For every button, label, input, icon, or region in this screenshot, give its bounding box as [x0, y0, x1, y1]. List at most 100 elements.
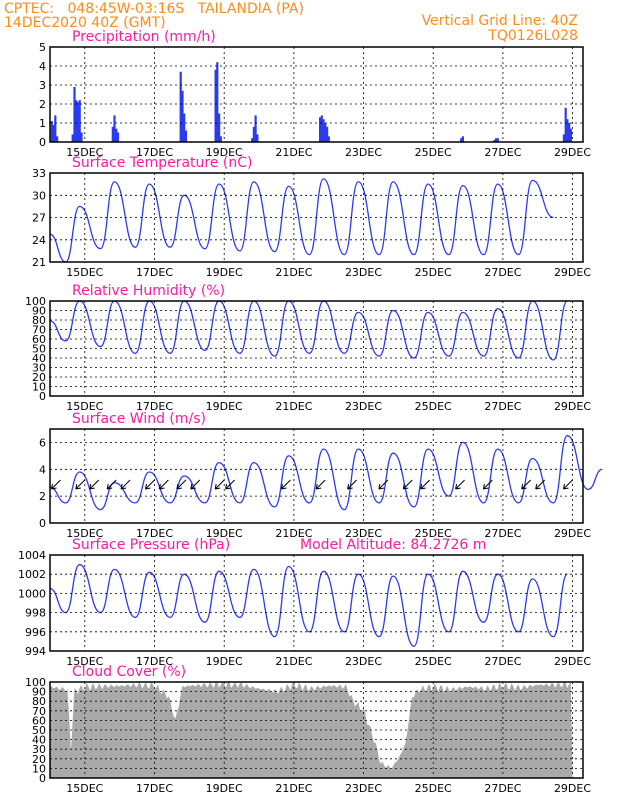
- precip-bar: [78, 100, 81, 142]
- wind-arrow: [315, 479, 326, 490]
- y-tick-label: 80: [32, 695, 46, 708]
- y-tick-label: 20: [32, 753, 46, 766]
- precip-bar: [218, 113, 221, 142]
- panel-frame: [49, 172, 584, 263]
- y-tick-label: 33: [32, 167, 46, 180]
- precip-bar: [214, 69, 217, 142]
- panel-4: 15DEC 17DEC 19DEC 21DEC 23DEC 25DEC 27DEC 29DEC…: [39, 411, 603, 540]
- y-tick-label: 0: [39, 136, 46, 149]
- wind-arrow: [106, 479, 117, 490]
- wind-arrow: [159, 479, 169, 490]
- y-tick-label: 1004: [18, 549, 46, 562]
- wind-arrow: [75, 479, 86, 490]
- y-tick-label: 3: [39, 79, 46, 92]
- x-tick-label: 23DEC: [345, 266, 382, 279]
- precip-bar: [179, 71, 182, 142]
- wind-arrow-head: [214, 483, 221, 490]
- wind-arrow: [281, 479, 291, 490]
- y-tick-label: 4: [39, 60, 46, 73]
- x-tick-label: 17DEC: [136, 527, 173, 540]
- panels: 15DEC 17DEC 19DEC 21DEC 23DEC 25DEC 27DEC 29DEC…: [18, 29, 603, 795]
- precip-bar: [494, 138, 498, 142]
- wind-arrow-head: [106, 483, 113, 490]
- header-station: CPTEC: 048:45W-03:16S TAILANDIA (PA): [4, 1, 304, 17]
- precip-bar: [80, 132, 83, 142]
- panel-6: 15DEC 17DEC 19DEC 21DEC 23DEC 25DEC 27DEC 29DEC…: [25, 664, 591, 795]
- x-tick-label: 21DEC: [275, 400, 312, 413]
- y-tick-label: 27: [32, 212, 46, 225]
- y-tick-label: 5: [39, 41, 46, 54]
- wind-arrow: [225, 479, 235, 490]
- wind-arrow-head: [378, 483, 384, 490]
- precip-bar: [71, 134, 74, 142]
- wind-arrow: [420, 479, 431, 490]
- y-tick-label: 1: [39, 117, 46, 130]
- precip-bar: [319, 117, 322, 142]
- x-tick-label: 17DEC: [136, 400, 173, 413]
- x-tick-label: 19DEC: [206, 400, 243, 413]
- precip-bar: [493, 140, 496, 142]
- y-tick-label: 50: [32, 343, 46, 356]
- wind-arrow-head: [190, 483, 196, 490]
- wind-arrow-head: [402, 483, 409, 490]
- precip-bar: [496, 138, 499, 142]
- wind-arrow-head: [145, 483, 151, 490]
- y-tick-label: 6: [39, 436, 46, 449]
- panel-title: Cloud Cover (%): [72, 664, 186, 680]
- precip-bar: [568, 123, 571, 142]
- precip-bar: [564, 107, 567, 142]
- series-line: [49, 178, 554, 263]
- y-tick-label: 21: [32, 256, 46, 269]
- y-tick-label: 4: [39, 463, 46, 476]
- wind-arrow-head: [89, 483, 95, 490]
- y-tick-label: 0: [39, 390, 46, 403]
- x-tick-label: 15DEC: [66, 655, 103, 668]
- series-line: [49, 563, 568, 647]
- y-tick-label: 2: [39, 98, 46, 111]
- precip-bar: [183, 113, 186, 142]
- y-tick-label: 1002: [18, 568, 46, 581]
- wind-arrow-head: [120, 483, 127, 490]
- y-tick-label: 994: [25, 645, 46, 658]
- y-tick-label: 30: [32, 743, 46, 756]
- x-tick-label: 19DEC: [206, 266, 243, 279]
- panel-2: 15DEC 17DEC 19DEC 21DEC 23DEC 25DEC 27DEC 29DEC…: [32, 155, 591, 279]
- precip-bar: [115, 128, 118, 142]
- precip-bar: [184, 130, 188, 142]
- panel-frame: [49, 46, 584, 143]
- precip-bar: [254, 115, 257, 142]
- x-tick-label: 27DEC: [484, 266, 521, 279]
- y-tick-label: 2: [39, 490, 46, 503]
- precip-bar: [73, 86, 76, 142]
- x-tick-label: 15DEC: [66, 527, 103, 540]
- x-tick-label: 25DEC: [415, 266, 452, 279]
- wind-arrow-head: [158, 483, 165, 490]
- x-tick-label: 15DEC: [66, 782, 103, 795]
- x-tick-label: 23DEC: [345, 146, 382, 159]
- precip-bar: [113, 115, 116, 142]
- x-tick-label: 27DEC: [484, 782, 521, 795]
- wind-arrow-head: [563, 483, 569, 490]
- wind-arrow: [521, 479, 532, 490]
- y-tick-label: 100: [25, 676, 46, 689]
- panel-frame: [49, 428, 584, 524]
- x-tick-label: 23DEC: [345, 782, 382, 795]
- x-tick-label: 21DEC: [275, 782, 312, 795]
- y-tick-label: 1000: [18, 587, 46, 600]
- precip-bar: [327, 136, 330, 142]
- x-tick-label: 21DEC: [275, 655, 312, 668]
- x-tick-label: 17DEC: [136, 266, 173, 279]
- precip-bar: [562, 134, 565, 142]
- x-tick-label: 15DEC: [66, 400, 103, 413]
- y-tick-label: 90: [32, 686, 46, 699]
- x-tick-label: 23DEC: [345, 655, 382, 668]
- precip-bar: [50, 121, 53, 142]
- panel-frame: [49, 554, 584, 652]
- wind-arrow: [378, 479, 389, 490]
- precip-bar: [219, 136, 222, 142]
- wind-arrow: [483, 479, 493, 490]
- y-tick-label: 0: [39, 517, 46, 530]
- x-tick-label: 15DEC: [66, 146, 103, 159]
- precip-bar: [320, 115, 323, 142]
